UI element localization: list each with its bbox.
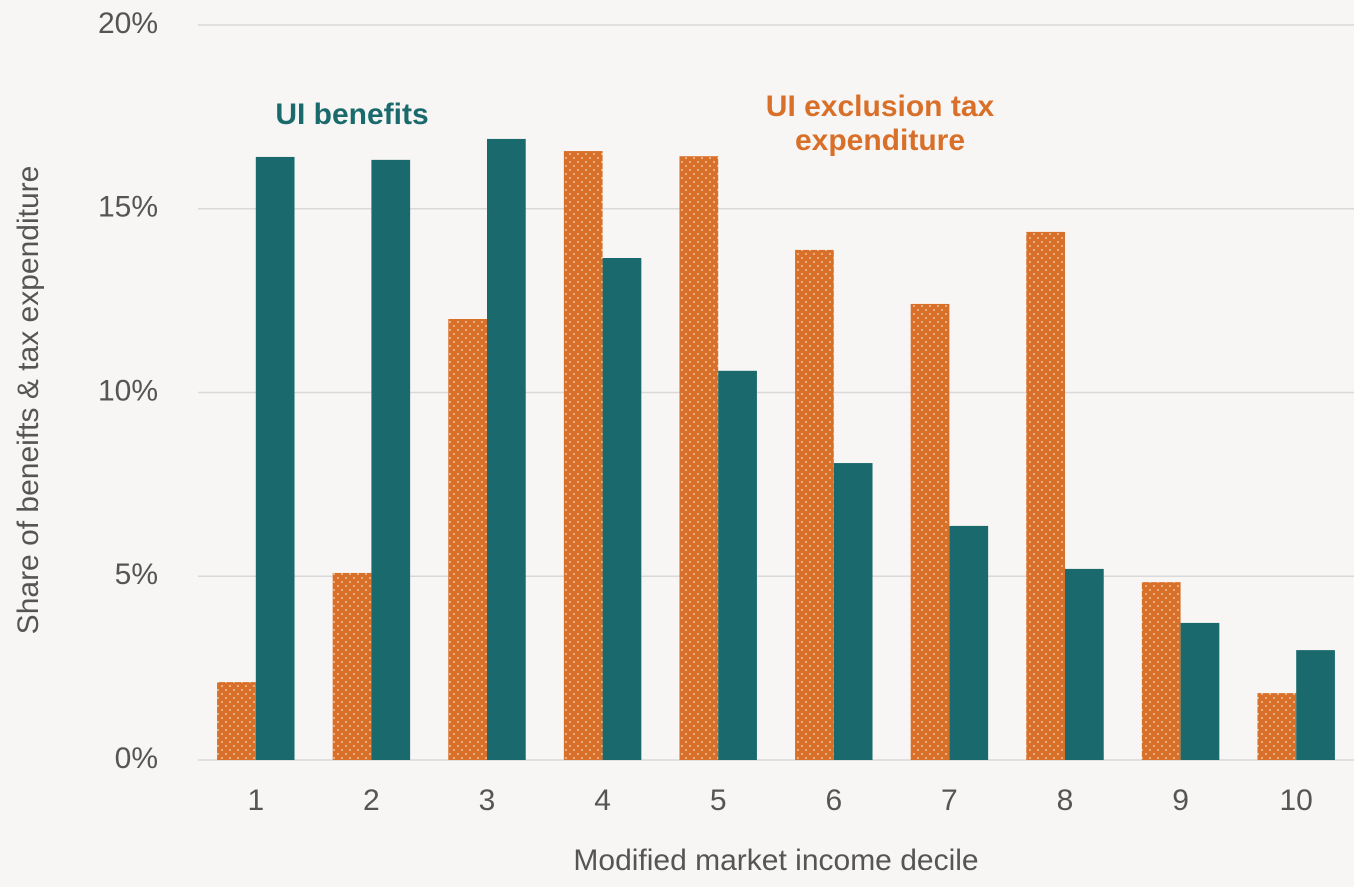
bar (1296, 650, 1335, 760)
bar (1065, 568, 1104, 760)
x-tick-label: 5 (710, 784, 727, 817)
bar (487, 138, 526, 761)
y-tick-label: 15% (98, 191, 158, 224)
bar (602, 257, 642, 760)
bar (255, 156, 295, 760)
series-annotation: UI benefits (275, 98, 429, 131)
bar (448, 319, 487, 760)
bar (332, 572, 372, 760)
y-tick-label: 20% (98, 7, 158, 40)
series-annotation: UI exclusion tax expenditure (765, 90, 995, 157)
bar (949, 525, 989, 760)
bar (1141, 582, 1181, 760)
x-tick-label: 4 (594, 784, 611, 817)
y-tick-label: 0% (115, 742, 158, 775)
x-tick-label: 10 (1280, 784, 1313, 817)
bar (1180, 622, 1220, 760)
x-tick-label: 2 (363, 784, 380, 817)
y-tick-label: 5% (115, 558, 158, 591)
bar (833, 463, 873, 760)
bar (563, 151, 603, 761)
bar (679, 156, 719, 760)
bar (718, 370, 757, 760)
x-tick-label: 1 (247, 784, 264, 817)
x-tick-label: 3 (479, 784, 496, 817)
x-axis-title: Modified market income decile (573, 844, 978, 877)
bar (217, 682, 256, 760)
x-tick-label: 7 (941, 784, 958, 817)
bar (1026, 231, 1065, 761)
bar (1257, 693, 1297, 760)
y-tick-label: 10% (98, 374, 158, 407)
x-tick-label: 8 (1057, 784, 1074, 817)
bar (795, 249, 834, 760)
x-tick-label: 9 (1172, 784, 1189, 817)
bar (910, 303, 950, 760)
y-axis-title: Share of beneifts & tax expenditure (12, 166, 45, 635)
x-tick-label: 6 (825, 784, 842, 817)
bar (371, 159, 411, 760)
